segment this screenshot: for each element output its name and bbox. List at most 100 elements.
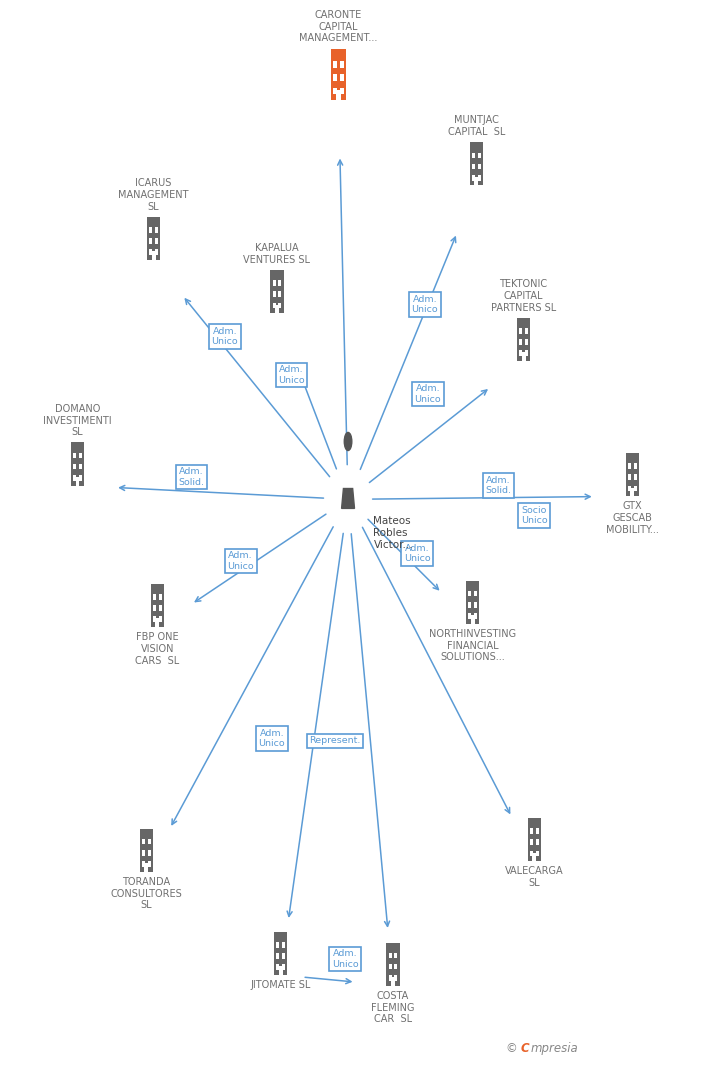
Text: ICARUS
MANAGEMENT
SL: ICARUS MANAGEMENT SL xyxy=(119,179,189,212)
FancyBboxPatch shape xyxy=(155,239,158,244)
FancyBboxPatch shape xyxy=(278,303,282,308)
FancyBboxPatch shape xyxy=(148,850,151,856)
Text: JITOMATE SL: JITOMATE SL xyxy=(250,980,311,991)
FancyBboxPatch shape xyxy=(155,227,158,232)
FancyBboxPatch shape xyxy=(525,328,528,334)
FancyBboxPatch shape xyxy=(395,964,397,969)
FancyBboxPatch shape xyxy=(159,616,162,622)
Text: CARONTE
CAPITAL
MANAGEMENT...: CARONTE CAPITAL MANAGEMENT... xyxy=(299,10,378,43)
FancyBboxPatch shape xyxy=(159,606,162,611)
FancyBboxPatch shape xyxy=(472,153,475,158)
FancyBboxPatch shape xyxy=(517,318,530,361)
Text: Adm.
Solid.: Adm. Solid. xyxy=(485,476,511,495)
Text: Mateos
Robles
Victor...: Mateos Robles Victor... xyxy=(373,517,413,550)
FancyBboxPatch shape xyxy=(149,227,152,232)
FancyBboxPatch shape xyxy=(276,964,280,970)
Text: TORANDA
CONSULTORES
SL: TORANDA CONSULTORES SL xyxy=(111,877,182,911)
FancyBboxPatch shape xyxy=(389,964,392,969)
FancyBboxPatch shape xyxy=(525,339,528,345)
FancyBboxPatch shape xyxy=(275,305,279,314)
Text: Socio
Unico: Socio Unico xyxy=(521,506,547,525)
Text: Adm.
Unico: Adm. Unico xyxy=(227,551,254,570)
Text: FBP ONE
VISION
CARS  SL: FBP ONE VISION CARS SL xyxy=(135,632,179,666)
Text: C: C xyxy=(521,1042,529,1055)
Text: Adm.
Solid.: Adm. Solid. xyxy=(178,468,205,487)
FancyBboxPatch shape xyxy=(153,616,156,622)
FancyBboxPatch shape xyxy=(468,602,472,608)
FancyBboxPatch shape xyxy=(71,442,84,486)
FancyBboxPatch shape xyxy=(472,174,475,181)
FancyBboxPatch shape xyxy=(272,280,276,286)
FancyBboxPatch shape xyxy=(274,932,287,975)
FancyBboxPatch shape xyxy=(470,142,483,185)
FancyBboxPatch shape xyxy=(79,475,82,480)
Text: Adm.
Unico: Adm. Unico xyxy=(414,384,441,403)
FancyBboxPatch shape xyxy=(153,606,156,611)
Text: ©: © xyxy=(505,1042,517,1055)
FancyBboxPatch shape xyxy=(536,839,539,845)
FancyBboxPatch shape xyxy=(391,977,395,985)
FancyBboxPatch shape xyxy=(528,819,541,861)
FancyBboxPatch shape xyxy=(466,581,479,624)
FancyBboxPatch shape xyxy=(633,486,637,491)
FancyBboxPatch shape xyxy=(628,463,631,469)
FancyBboxPatch shape xyxy=(530,851,533,856)
FancyBboxPatch shape xyxy=(331,48,347,101)
FancyBboxPatch shape xyxy=(282,942,285,948)
FancyBboxPatch shape xyxy=(630,488,634,496)
FancyBboxPatch shape xyxy=(73,475,76,480)
FancyBboxPatch shape xyxy=(395,975,397,981)
FancyBboxPatch shape xyxy=(474,602,478,608)
FancyBboxPatch shape xyxy=(282,964,285,970)
Text: TEKTONIC
CAPITAL
PARTNERS SL: TEKTONIC CAPITAL PARTNERS SL xyxy=(491,279,556,312)
FancyBboxPatch shape xyxy=(389,975,392,981)
Text: Adm.
Unico: Adm. Unico xyxy=(258,729,285,749)
FancyBboxPatch shape xyxy=(282,953,285,959)
FancyBboxPatch shape xyxy=(340,88,344,94)
Text: Adm.
Unico: Adm. Unico xyxy=(411,295,438,315)
FancyBboxPatch shape xyxy=(333,88,337,94)
Text: mpresia: mpresia xyxy=(531,1042,579,1055)
FancyBboxPatch shape xyxy=(536,851,539,856)
Text: Adm.
Unico: Adm. Unico xyxy=(211,326,238,347)
FancyBboxPatch shape xyxy=(279,966,282,975)
FancyBboxPatch shape xyxy=(336,90,341,101)
FancyBboxPatch shape xyxy=(530,839,533,845)
FancyBboxPatch shape xyxy=(159,594,162,599)
FancyBboxPatch shape xyxy=(387,943,400,985)
FancyBboxPatch shape xyxy=(478,153,481,158)
FancyBboxPatch shape xyxy=(519,339,522,345)
FancyBboxPatch shape xyxy=(153,594,156,599)
FancyBboxPatch shape xyxy=(272,291,276,297)
FancyBboxPatch shape xyxy=(340,74,344,81)
FancyBboxPatch shape xyxy=(395,952,397,959)
FancyBboxPatch shape xyxy=(73,463,76,470)
FancyBboxPatch shape xyxy=(147,217,160,260)
FancyBboxPatch shape xyxy=(468,613,472,618)
FancyBboxPatch shape xyxy=(532,853,537,861)
FancyBboxPatch shape xyxy=(521,352,526,361)
FancyBboxPatch shape xyxy=(633,474,637,480)
FancyBboxPatch shape xyxy=(155,618,159,627)
FancyBboxPatch shape xyxy=(475,177,478,185)
FancyBboxPatch shape xyxy=(474,591,478,596)
FancyBboxPatch shape xyxy=(333,74,337,81)
FancyBboxPatch shape xyxy=(478,174,481,181)
FancyBboxPatch shape xyxy=(270,270,283,314)
Polygon shape xyxy=(341,489,355,508)
FancyBboxPatch shape xyxy=(155,249,158,255)
FancyBboxPatch shape xyxy=(536,828,539,834)
FancyBboxPatch shape xyxy=(628,474,631,480)
FancyBboxPatch shape xyxy=(389,952,392,959)
FancyBboxPatch shape xyxy=(140,828,153,872)
FancyBboxPatch shape xyxy=(278,291,282,297)
Text: Adm.
Unico: Adm. Unico xyxy=(403,544,430,563)
FancyBboxPatch shape xyxy=(525,351,528,356)
Text: Represent.: Represent. xyxy=(309,736,360,746)
Text: COSTA
FLEMING
CAR  SL: COSTA FLEMING CAR SL xyxy=(371,991,415,1024)
FancyBboxPatch shape xyxy=(151,251,156,260)
Text: Adm.
Unico: Adm. Unico xyxy=(332,949,358,968)
FancyBboxPatch shape xyxy=(149,239,152,244)
FancyBboxPatch shape xyxy=(471,615,475,624)
FancyBboxPatch shape xyxy=(478,164,481,169)
